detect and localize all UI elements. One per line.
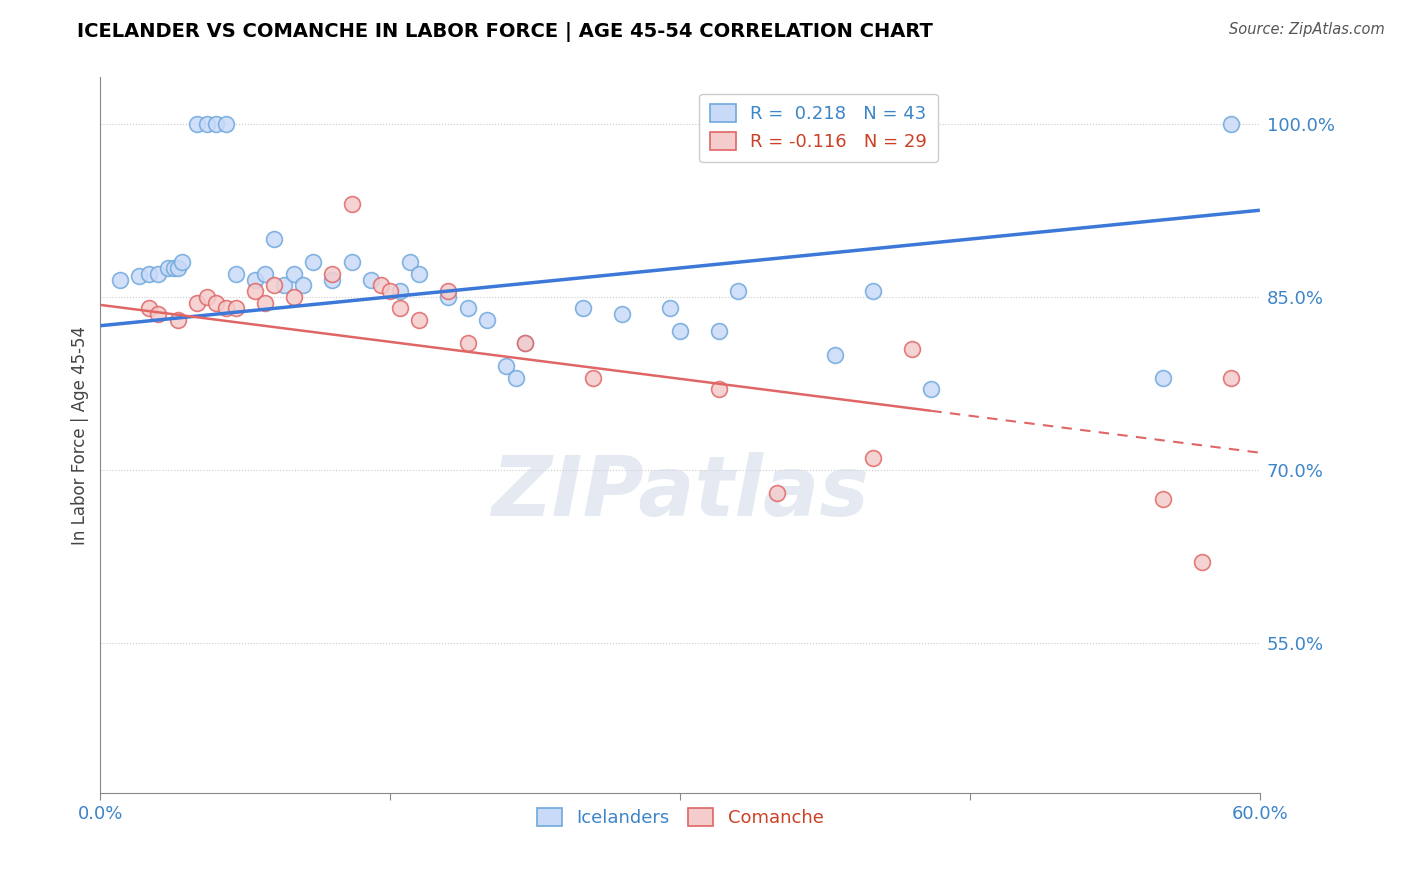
Point: [186, 295, 208, 310]
Point: [292, 278, 315, 293]
Point: [862, 451, 884, 466]
Text: ICELANDER VS COMANCHE IN LABOR FORCE | AGE 45-54 CORRELATION CHART: ICELANDER VS COMANCHE IN LABOR FORCE | A…: [77, 22, 934, 42]
Point: [727, 284, 749, 298]
Point: [138, 267, 160, 281]
Point: [108, 272, 131, 286]
Point: [156, 260, 179, 275]
Point: [901, 342, 924, 356]
Point: [1219, 117, 1241, 131]
Point: [166, 260, 188, 275]
Point: [824, 347, 846, 361]
Point: [1152, 370, 1174, 384]
Point: [163, 260, 186, 275]
Point: [408, 313, 430, 327]
Point: [243, 272, 266, 286]
Point: [225, 301, 247, 316]
Point: [243, 284, 266, 298]
Point: [388, 301, 411, 316]
Point: [495, 359, 517, 373]
Point: [388, 284, 411, 298]
Point: [370, 278, 392, 293]
Text: Source: ZipAtlas.com: Source: ZipAtlas.com: [1229, 22, 1385, 37]
Point: [669, 325, 692, 339]
Point: [505, 370, 527, 384]
Point: [195, 117, 218, 131]
Point: [225, 267, 247, 281]
Point: [205, 295, 228, 310]
Point: [457, 336, 479, 351]
Point: [610, 307, 633, 321]
Point: [398, 255, 420, 269]
Point: [582, 370, 605, 384]
Point: [475, 313, 498, 327]
Point: [253, 267, 276, 281]
Point: [170, 255, 193, 269]
Legend: Icelanders, Comanche: Icelanders, Comanche: [530, 801, 831, 834]
Point: [148, 307, 170, 321]
Point: [283, 290, 305, 304]
Text: ZIPatlas: ZIPatlas: [491, 452, 869, 533]
Point: [321, 267, 343, 281]
Point: [515, 336, 537, 351]
Point: [659, 301, 682, 316]
Point: [166, 313, 188, 327]
Point: [515, 336, 537, 351]
Point: [457, 301, 479, 316]
Point: [263, 278, 285, 293]
Point: [437, 290, 460, 304]
Point: [186, 117, 208, 131]
Point: [340, 255, 363, 269]
Point: [765, 486, 787, 500]
Point: [707, 382, 730, 396]
Y-axis label: In Labor Force | Age 45-54: In Labor Force | Age 45-54: [72, 326, 89, 545]
Point: [302, 255, 325, 269]
Point: [138, 301, 160, 316]
Point: [253, 295, 276, 310]
Point: [920, 382, 942, 396]
Point: [380, 284, 402, 298]
Point: [128, 268, 150, 283]
Point: [1152, 491, 1174, 506]
Point: [263, 232, 285, 246]
Point: [437, 284, 460, 298]
Point: [707, 325, 730, 339]
Point: [148, 267, 170, 281]
Point: [321, 272, 343, 286]
Point: [1191, 556, 1213, 570]
Point: [273, 278, 295, 293]
Point: [360, 272, 382, 286]
Point: [205, 117, 228, 131]
Point: [215, 301, 238, 316]
Point: [340, 197, 363, 211]
Point: [572, 301, 595, 316]
Point: [283, 267, 305, 281]
Point: [195, 290, 218, 304]
Point: [862, 284, 884, 298]
Point: [1219, 370, 1241, 384]
Point: [215, 117, 238, 131]
Point: [408, 267, 430, 281]
